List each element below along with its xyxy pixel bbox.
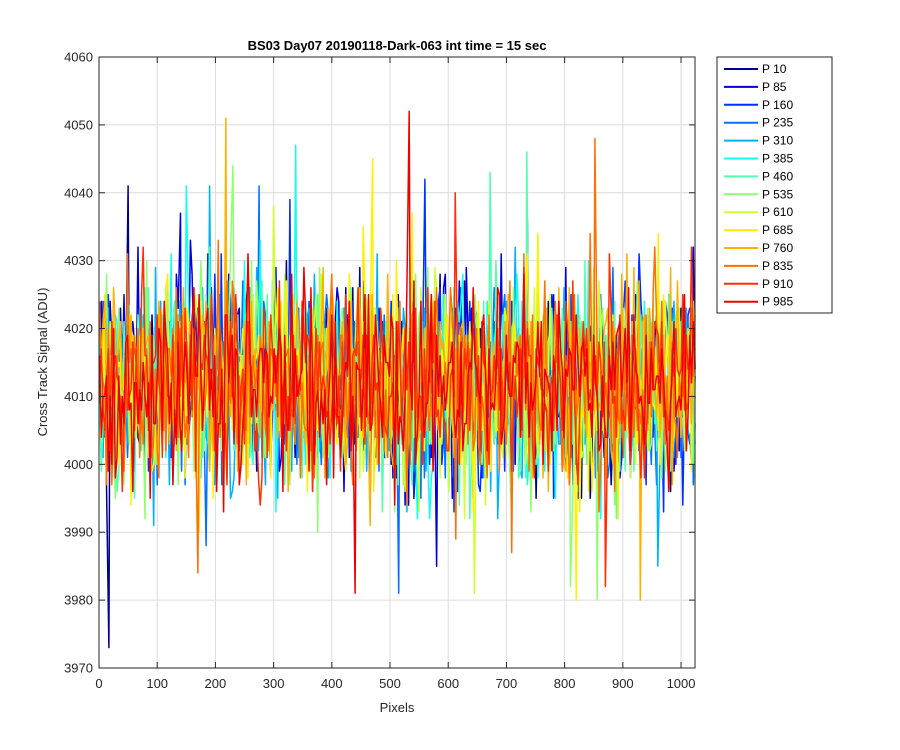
y-tick-label: 4040 bbox=[64, 185, 93, 200]
series-line-p-985 bbox=[98, 110, 696, 595]
legend-label: P 985 bbox=[762, 295, 793, 309]
legend-label: P 385 bbox=[762, 152, 793, 166]
legend-label: P 760 bbox=[762, 241, 793, 255]
legend-label: P 685 bbox=[762, 223, 793, 237]
legend-label: P 610 bbox=[762, 205, 793, 219]
chart-title: BS03 Day07 20190118-Dark-063 int time = … bbox=[248, 38, 547, 53]
x-tick-label: 100 bbox=[146, 676, 168, 691]
y-tick-label: 4000 bbox=[64, 457, 93, 472]
x-axis-label: Pixels bbox=[380, 700, 415, 715]
legend-label: P 310 bbox=[762, 134, 793, 148]
ticks bbox=[98, 56, 695, 669]
legend-label: P 460 bbox=[762, 169, 793, 183]
legend-label: P 85 bbox=[762, 80, 787, 94]
x-tick-label: 300 bbox=[263, 676, 285, 691]
legend-label: P 535 bbox=[762, 187, 793, 201]
x-tick-label: 0 bbox=[95, 676, 102, 691]
y-tick-label: 4010 bbox=[64, 389, 93, 404]
x-tick-label: 1000 bbox=[667, 676, 696, 691]
series-layer bbox=[98, 110, 696, 649]
y-tick-label: 4030 bbox=[64, 253, 93, 268]
legend: P 10 P 85 P 160 P 235 P 310 P 385 P 460 P 535 P … bbox=[716, 56, 833, 314]
x-tick-label: 400 bbox=[321, 676, 343, 691]
x-tick-label: 500 bbox=[379, 676, 401, 691]
y-tick-label: 4050 bbox=[64, 117, 93, 132]
x-tick-label: 800 bbox=[554, 676, 576, 691]
legend-box bbox=[716, 56, 833, 314]
y-tick-label: 3990 bbox=[64, 525, 93, 540]
x-tick-label: 700 bbox=[496, 676, 518, 691]
x-tick-label: 900 bbox=[612, 676, 634, 691]
legend-label: P 235 bbox=[762, 116, 793, 130]
y-tick-label: 3980 bbox=[64, 593, 93, 608]
y-tick-label: 4060 bbox=[64, 50, 93, 65]
y-axis-label: Cross Track Signal (ADU) bbox=[35, 288, 50, 437]
plot-frame bbox=[98, 56, 696, 669]
legend-label: P 160 bbox=[762, 98, 793, 112]
legend-label: P 835 bbox=[762, 259, 793, 273]
y-tick-label: 3970 bbox=[64, 661, 93, 676]
x-tick-label: 200 bbox=[205, 676, 227, 691]
x-tick-label: 600 bbox=[437, 676, 459, 691]
tick-labels: 0 100 200 300 400 500 600 700 800 900 1000 3970 3980… bbox=[64, 50, 695, 692]
legend-label: P 10 bbox=[762, 62, 787, 76]
y-tick-label: 4020 bbox=[64, 321, 93, 336]
legend-label: P 910 bbox=[762, 277, 793, 291]
